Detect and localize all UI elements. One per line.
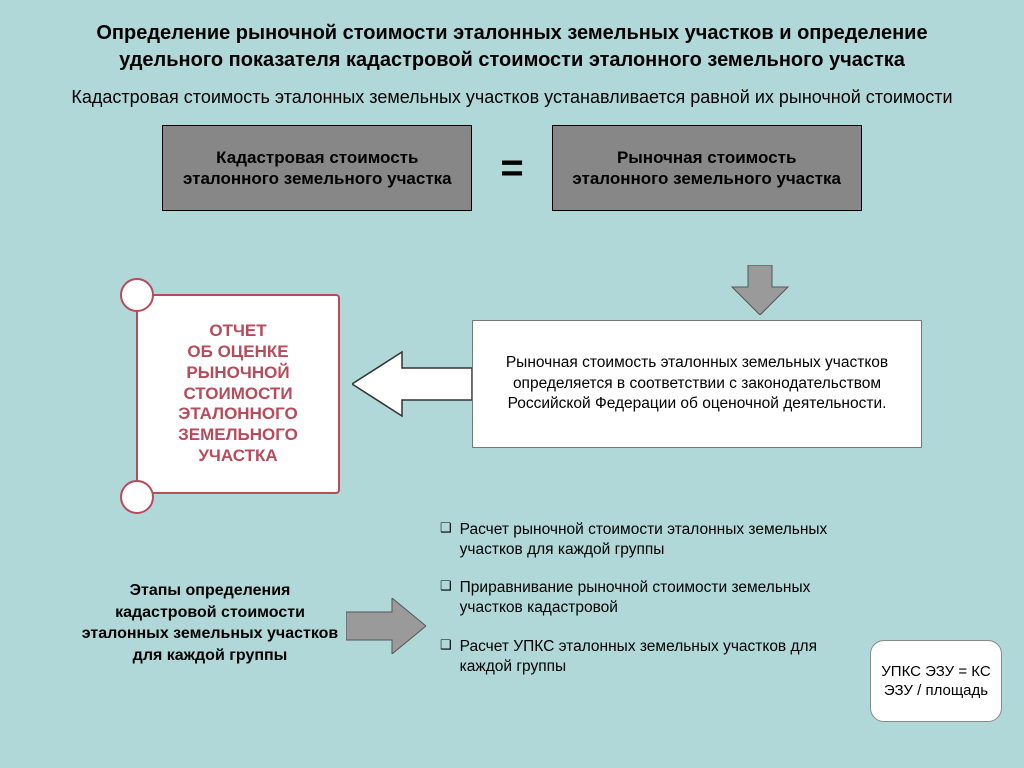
bullet-text: Расчет рыночной стоимости эталонных земе… bbox=[460, 520, 860, 560]
slide-subtitle: Кадастровая стоимость эталонных земельны… bbox=[0, 82, 1024, 119]
market-value-box: Рыночная стоимость эталонного земельного… bbox=[552, 125, 862, 211]
stages-bullet-list: ❑ Расчет рыночной стоимости эталонных зе… bbox=[440, 520, 860, 695]
arrow-left-icon bbox=[352, 350, 472, 418]
stages-heading: Этапы определения кадастровой стоимости … bbox=[80, 580, 340, 666]
bullet-marker-icon: ❑ bbox=[440, 637, 452, 677]
list-item: ❑ Приравнивание рыночной стоимости земел… bbox=[440, 578, 860, 618]
bullet-marker-icon: ❑ bbox=[440, 520, 452, 560]
slide-title: Определение рыночной стоимости эталонных… bbox=[0, 0, 1024, 82]
equals-sign: = bbox=[500, 146, 523, 191]
bullet-text: Приравнивание рыночной стоимости земельн… bbox=[460, 578, 860, 618]
formula-box: УПКС ЭЗУ = КС ЭЗУ / площадь bbox=[870, 640, 1002, 722]
report-scroll-text: ОТЧЕТОБ ОЦЕНКЕ РЫНОЧНОЙ СТОИМОСТИ ЭТАЛОН… bbox=[136, 294, 340, 494]
list-item: ❑ Расчет УПКС эталонных земельных участк… bbox=[440, 637, 860, 677]
equation-row: Кадастровая стоимость эталонного земельн… bbox=[0, 125, 1024, 211]
bullet-text: Расчет УПКС эталонных земельных участков… bbox=[460, 637, 860, 677]
report-scroll: ОТЧЕТОБ ОЦЕНКЕ РЫНОЧНОЙ СТОИМОСТИ ЭТАЛОН… bbox=[124, 280, 352, 510]
scroll-curl-top-icon bbox=[120, 278, 154, 312]
legislation-note-box: Рыночная стоимость эталонных земельных у… bbox=[472, 320, 922, 448]
arrow-down-icon bbox=[730, 265, 790, 315]
list-item: ❑ Расчет рыночной стоимости эталонных зе… bbox=[440, 520, 860, 560]
scroll-curl-bottom-icon bbox=[120, 480, 154, 514]
arrow-right-icon bbox=[346, 598, 426, 654]
bullet-marker-icon: ❑ bbox=[440, 578, 452, 618]
cadastral-value-box: Кадастровая стоимость эталонного земельн… bbox=[162, 125, 472, 211]
